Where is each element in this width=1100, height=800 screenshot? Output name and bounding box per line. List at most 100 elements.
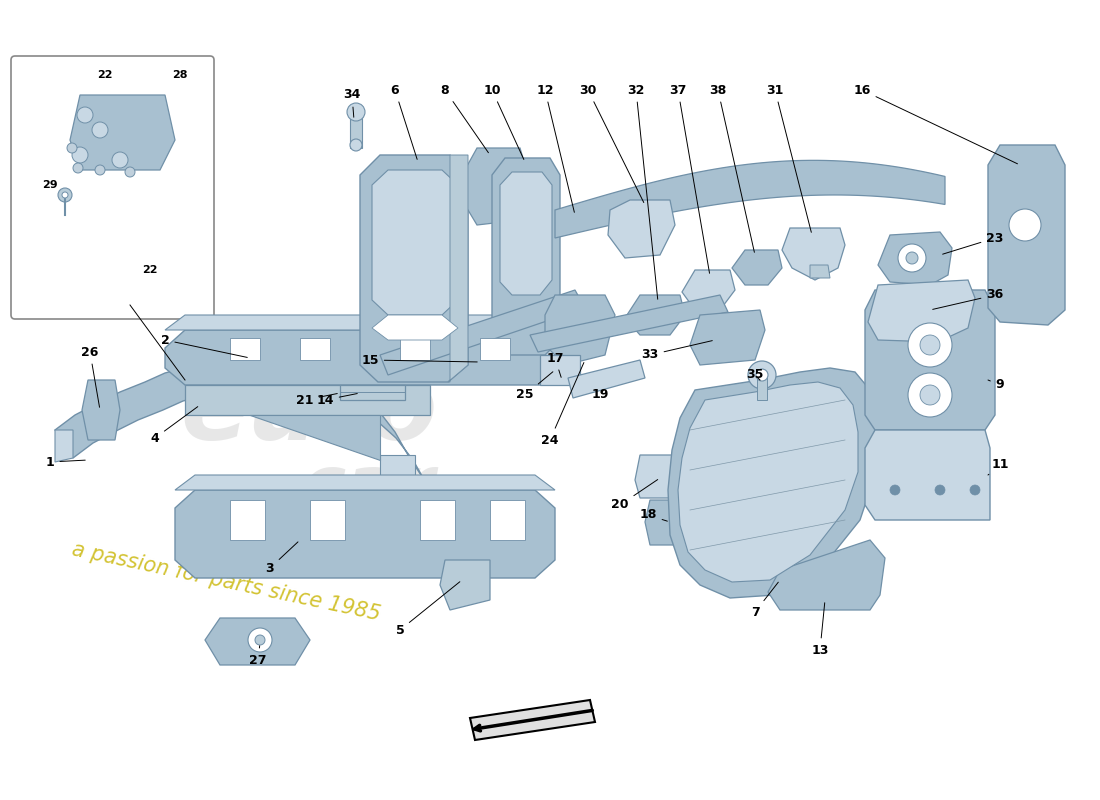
Text: 12: 12	[537, 83, 574, 212]
Text: 18: 18	[639, 509, 668, 522]
Text: 22: 22	[97, 70, 112, 80]
Polygon shape	[165, 315, 575, 330]
Text: a passion for parts since 1985: a passion for parts since 1985	[70, 539, 383, 624]
Text: 2: 2	[161, 334, 248, 358]
Polygon shape	[635, 455, 688, 498]
Circle shape	[350, 139, 362, 151]
Polygon shape	[165, 330, 575, 385]
Polygon shape	[372, 170, 458, 315]
Circle shape	[67, 143, 77, 153]
Text: 15: 15	[361, 354, 477, 366]
Circle shape	[908, 373, 952, 417]
Text: parts: parts	[195, 506, 408, 575]
Polygon shape	[782, 228, 845, 280]
Polygon shape	[230, 338, 260, 360]
Circle shape	[248, 628, 272, 652]
Polygon shape	[300, 338, 330, 360]
Polygon shape	[865, 430, 990, 520]
Circle shape	[62, 192, 68, 198]
Polygon shape	[540, 355, 580, 385]
Polygon shape	[462, 148, 528, 225]
Polygon shape	[440, 560, 490, 610]
Circle shape	[748, 361, 775, 389]
Polygon shape	[544, 310, 590, 360]
Polygon shape	[175, 490, 556, 578]
Polygon shape	[360, 155, 467, 382]
Polygon shape	[690, 310, 764, 365]
Polygon shape	[372, 315, 458, 340]
Text: 7: 7	[750, 582, 779, 618]
Circle shape	[72, 147, 88, 163]
Text: 3: 3	[266, 542, 298, 574]
Text: 13: 13	[812, 602, 828, 657]
Text: 11: 11	[988, 458, 1009, 475]
Circle shape	[890, 485, 900, 495]
Text: 8: 8	[441, 83, 488, 153]
Text: car: car	[300, 452, 434, 526]
Polygon shape	[230, 500, 265, 540]
Polygon shape	[205, 618, 310, 665]
Polygon shape	[668, 368, 874, 598]
Polygon shape	[868, 280, 975, 342]
Polygon shape	[768, 540, 886, 610]
Text: 19: 19	[592, 389, 608, 402]
Text: 37: 37	[669, 83, 710, 274]
Polygon shape	[568, 360, 645, 398]
Text: 29: 29	[42, 180, 58, 190]
Text: 25: 25	[516, 372, 553, 402]
Circle shape	[908, 323, 952, 367]
Circle shape	[255, 635, 265, 645]
Text: 24: 24	[541, 362, 584, 446]
Text: 34: 34	[343, 89, 361, 118]
Text: 21: 21	[296, 394, 338, 406]
Text: 35: 35	[746, 369, 763, 382]
Circle shape	[77, 107, 94, 123]
Text: 26: 26	[81, 346, 99, 407]
Text: 4: 4	[151, 406, 198, 445]
Polygon shape	[175, 475, 556, 490]
Polygon shape	[490, 500, 525, 540]
Polygon shape	[350, 115, 362, 148]
Text: 28: 28	[173, 70, 188, 80]
Text: 36: 36	[933, 289, 1003, 310]
Text: 32: 32	[627, 83, 658, 299]
Text: 30: 30	[580, 83, 644, 202]
Circle shape	[920, 385, 940, 405]
Text: 22: 22	[142, 265, 157, 275]
Circle shape	[92, 122, 108, 138]
Polygon shape	[757, 375, 767, 400]
Text: 6: 6	[390, 83, 417, 159]
Polygon shape	[678, 382, 858, 582]
Polygon shape	[379, 290, 585, 375]
Circle shape	[1009, 209, 1041, 241]
Polygon shape	[645, 500, 698, 545]
Circle shape	[73, 163, 82, 173]
Circle shape	[58, 188, 72, 202]
Circle shape	[906, 252, 918, 264]
Polygon shape	[185, 385, 430, 415]
Polygon shape	[682, 270, 735, 310]
Polygon shape	[55, 430, 73, 462]
Text: 20: 20	[612, 479, 658, 511]
Text: 23: 23	[943, 231, 1003, 254]
Circle shape	[125, 167, 135, 177]
Polygon shape	[420, 500, 455, 540]
Polygon shape	[608, 200, 675, 258]
Polygon shape	[55, 358, 426, 483]
Polygon shape	[810, 265, 830, 278]
Polygon shape	[448, 155, 468, 382]
Polygon shape	[250, 415, 380, 460]
Text: 38: 38	[710, 83, 755, 252]
Polygon shape	[492, 158, 560, 355]
Polygon shape	[544, 295, 615, 365]
Circle shape	[920, 335, 940, 355]
Text: 31: 31	[767, 83, 812, 232]
Text: euro: euro	[180, 364, 438, 461]
Polygon shape	[988, 145, 1065, 325]
Text: 1: 1	[45, 455, 85, 469]
Polygon shape	[530, 295, 728, 352]
Circle shape	[112, 152, 128, 168]
Circle shape	[970, 485, 980, 495]
Text: 9: 9	[988, 378, 1004, 391]
Polygon shape	[340, 385, 405, 400]
